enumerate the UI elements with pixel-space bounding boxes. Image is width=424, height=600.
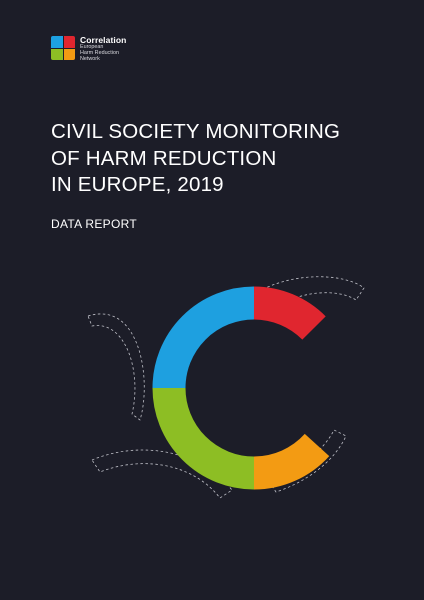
correlation-logo: Correlation European Harm Reduction Netw… xyxy=(51,36,126,62)
c-segment-red xyxy=(253,286,326,341)
title-line-3: IN EUROPE, 2019 xyxy=(51,173,224,196)
logo-name: Correlation xyxy=(80,35,127,45)
c-segment-green xyxy=(152,387,255,490)
c-segment-orange xyxy=(253,433,330,490)
dashed-arc-top xyxy=(253,276,365,313)
dashed-arc-bottom-left xyxy=(91,449,233,499)
c-segment-blue xyxy=(152,286,255,389)
logo-subtitle-line-2: Harm Reduction xyxy=(80,49,119,56)
logo-subtitle-line-3: Network xyxy=(80,55,100,62)
dashed-arc-left xyxy=(87,313,145,421)
correlation-c-icon xyxy=(152,286,330,490)
logo-text: Correlation European Harm Reduction Netw… xyxy=(80,36,126,62)
title-line-2: OF HARM REDUCTION xyxy=(51,146,277,170)
correlation-logo-icon xyxy=(51,36,75,60)
report-title: CIVIL SOCIETY MONITORING OF HARM REDUCTI… xyxy=(51,119,391,199)
title-line-1: CIVIL SOCIETY MONITORING xyxy=(51,120,341,143)
report-subtitle: DATA REPORT xyxy=(51,217,137,231)
logo-subtitle-line-1: European xyxy=(80,44,104,50)
